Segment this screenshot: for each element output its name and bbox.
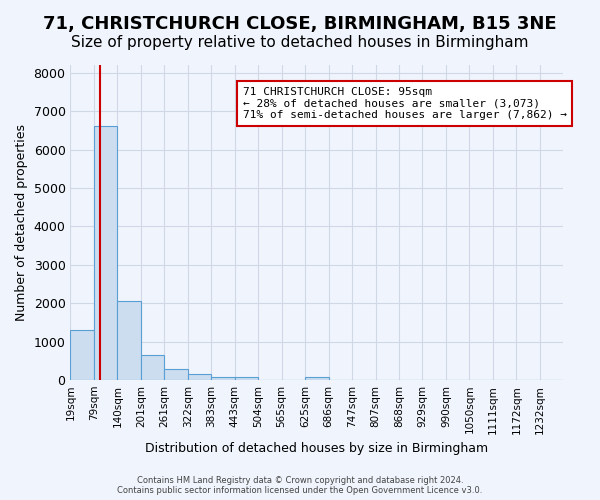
Text: 71, CHRISTCHURCH CLOSE, BIRMINGHAM, B15 3NE: 71, CHRISTCHURCH CLOSE, BIRMINGHAM, B15 … [43, 15, 557, 33]
Bar [211, 376, 235, 380]
Bar [94, 126, 118, 380]
Bar [305, 378, 329, 380]
Bar [188, 374, 211, 380]
Bar [164, 368, 188, 380]
Bar [141, 355, 164, 380]
Text: Size of property relative to detached houses in Birmingham: Size of property relative to detached ho… [71, 35, 529, 50]
Text: 71 CHRISTCHURCH CLOSE: 95sqm
← 28% of detached houses are smaller (3,073)
71% of: 71 CHRISTCHURCH CLOSE: 95sqm ← 28% of de… [243, 87, 567, 120]
Bar [118, 302, 141, 380]
Bar [235, 378, 258, 380]
Bar [70, 330, 94, 380]
Text: Contains HM Land Registry data © Crown copyright and database right 2024.
Contai: Contains HM Land Registry data © Crown c… [118, 476, 482, 495]
Y-axis label: Number of detached properties: Number of detached properties [15, 124, 28, 321]
X-axis label: Distribution of detached houses by size in Birmingham: Distribution of detached houses by size … [145, 442, 488, 455]
